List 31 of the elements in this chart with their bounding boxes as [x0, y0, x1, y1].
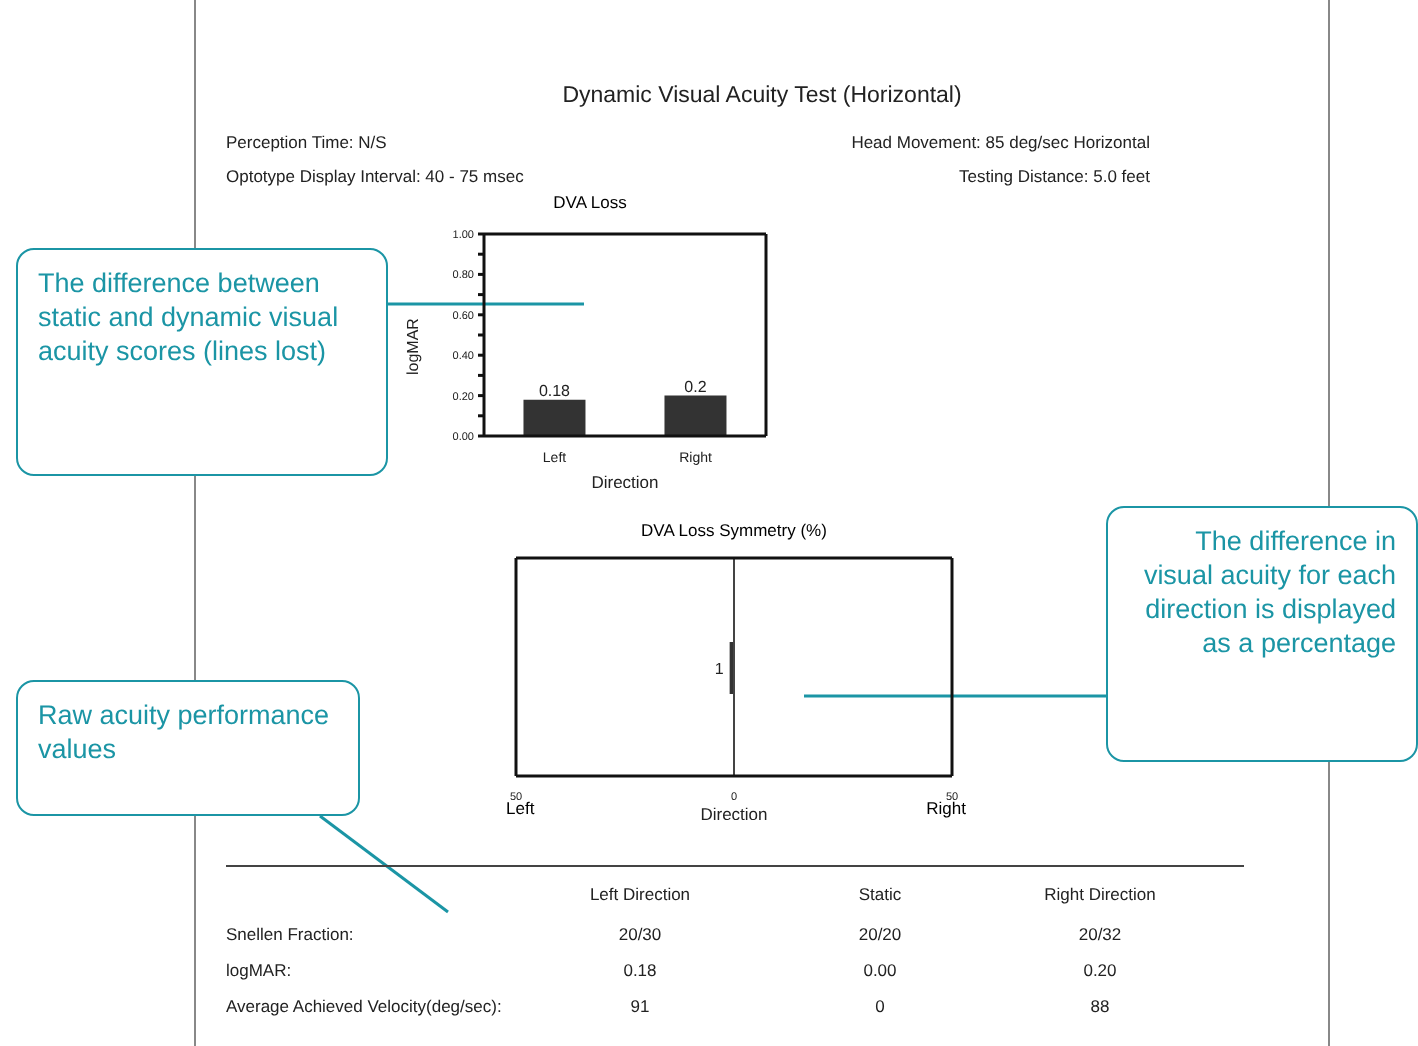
text: Perception Time: N/S	[226, 132, 387, 152]
chart-title: DVA Loss	[551, 192, 629, 216]
text: Dynamic Visual Acuity Test (Horizontal)	[560, 84, 964, 108]
x-axis-title: Direction	[700, 804, 769, 824]
chart-title: DVA Loss Symmetry (%)	[639, 520, 829, 544]
text: 0	[873, 996, 887, 1016]
text: logMAR:	[226, 960, 294, 980]
text: Average Achieved Velocity(deg/sec):	[226, 996, 504, 1016]
x-axis-title: Direction	[591, 472, 660, 492]
text: 88	[1088, 996, 1112, 1016]
callout-box: Raw acuity performance values	[16, 680, 360, 816]
callout-box: The difference in visual acuity for each direction is displayed as a percentage	[1106, 506, 1418, 762]
text: Static	[856, 884, 904, 904]
text: 20/30	[616, 924, 664, 944]
data-label: 0.18	[538, 381, 572, 400]
text: 20/32	[1076, 924, 1124, 944]
text: Right Direction	[1042, 884, 1158, 904]
annotation: 1	[714, 660, 725, 678]
text: 20/20	[856, 924, 904, 944]
text: Snellen Fraction:	[226, 924, 354, 944]
y-axis-title: logMAR	[403, 317, 422, 375]
text: 0.20	[1081, 960, 1119, 980]
text: Optotype Display Interval: 40 - 75 msec	[226, 166, 524, 186]
callout-box: The difference between static and dynamic visual acuity scores (lines lost)	[16, 248, 388, 476]
text: Head Movement: 85 deg/sec Horizontal	[851, 132, 1150, 152]
text: 0.18	[621, 960, 659, 980]
text: Left Direction	[587, 884, 693, 904]
text: 0.00	[861, 960, 899, 980]
text: Testing Distance: 5.0 feet	[959, 166, 1150, 186]
data-label: 0.2	[684, 377, 708, 396]
text: 91	[628, 996, 652, 1016]
